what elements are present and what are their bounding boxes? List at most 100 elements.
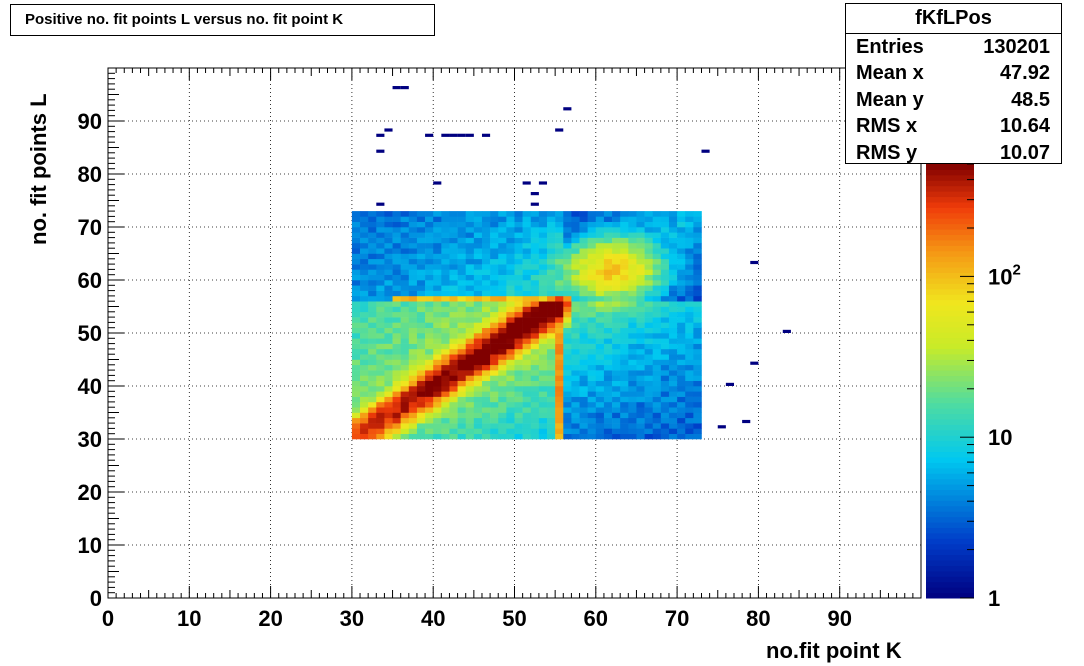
data-cell bbox=[563, 253, 572, 260]
data-cell bbox=[506, 386, 515, 392]
data-cell bbox=[522, 242, 532, 249]
data-cell bbox=[368, 380, 377, 387]
data-cell bbox=[603, 285, 613, 291]
data-cell bbox=[636, 396, 645, 403]
data-cell bbox=[368, 232, 377, 238]
data-cell bbox=[677, 401, 686, 408]
data-cell bbox=[441, 417, 450, 424]
data-cell bbox=[522, 258, 532, 265]
data-cell bbox=[465, 253, 475, 260]
data-cell bbox=[547, 396, 556, 403]
data-cell bbox=[514, 227, 523, 233]
data-cell bbox=[620, 423, 629, 429]
data-cell bbox=[506, 343, 515, 350]
data-cell bbox=[514, 211, 523, 217]
data-cell bbox=[595, 423, 605, 429]
data-cell bbox=[620, 386, 629, 392]
data-cell bbox=[392, 280, 401, 286]
data-cell bbox=[579, 317, 588, 323]
data-cells bbox=[351, 86, 791, 440]
data-cell bbox=[400, 269, 410, 275]
data-cell bbox=[433, 232, 442, 238]
data-cell bbox=[392, 348, 401, 355]
data-cell bbox=[693, 386, 702, 392]
data-cell bbox=[384, 242, 393, 249]
data-cell bbox=[490, 232, 499, 238]
data-cell bbox=[425, 274, 434, 281]
data-cell bbox=[652, 338, 662, 344]
data-cell bbox=[538, 237, 548, 244]
data-cell bbox=[579, 359, 588, 366]
data-cell bbox=[425, 433, 434, 440]
data-cell bbox=[457, 221, 467, 228]
data-cell bbox=[612, 295, 621, 302]
colorbar-cell bbox=[926, 239, 974, 246]
data-cell bbox=[571, 269, 580, 275]
data-cell bbox=[481, 306, 491, 313]
data-cell bbox=[677, 285, 686, 291]
x-tick-label: 50 bbox=[502, 606, 526, 631]
stats-value: 10.64 bbox=[999, 115, 1050, 138]
data-cell bbox=[408, 216, 418, 222]
data-cell bbox=[612, 333, 621, 339]
stats-name: fKfLPos bbox=[846, 4, 1061, 34]
data-cell bbox=[433, 274, 442, 281]
data-cell bbox=[612, 423, 621, 429]
data-cell bbox=[416, 237, 426, 244]
data-cell bbox=[425, 333, 434, 339]
data-cell bbox=[368, 317, 377, 323]
data-cell bbox=[668, 253, 678, 260]
data-cell bbox=[400, 322, 410, 328]
data-cell bbox=[538, 269, 548, 275]
data-cell bbox=[498, 301, 507, 307]
data-cell bbox=[441, 258, 450, 265]
data-cell bbox=[384, 354, 393, 360]
data-cell bbox=[677, 370, 686, 376]
data-cell bbox=[628, 280, 637, 286]
data-cell bbox=[595, 258, 605, 265]
data-cell bbox=[603, 290, 613, 297]
data-cell bbox=[514, 258, 523, 265]
data-cell bbox=[514, 433, 523, 440]
data-cell bbox=[571, 417, 580, 424]
data-cell bbox=[530, 333, 540, 339]
data-cell bbox=[441, 322, 450, 328]
data-cell bbox=[490, 221, 499, 228]
data-cell bbox=[425, 290, 434, 297]
data-cell bbox=[449, 274, 458, 281]
data-cell bbox=[579, 274, 588, 281]
data-cell bbox=[522, 338, 532, 344]
data-cell bbox=[360, 396, 369, 403]
data-cell bbox=[408, 258, 418, 265]
data-cell bbox=[538, 290, 548, 297]
data-cell bbox=[416, 322, 426, 328]
colorbar-cell bbox=[926, 267, 974, 273]
data-cell bbox=[620, 269, 629, 275]
data-cell bbox=[481, 285, 491, 291]
data-cell bbox=[579, 327, 588, 334]
data-cell bbox=[408, 428, 418, 434]
data-cell bbox=[514, 333, 523, 339]
data-cell bbox=[685, 274, 694, 281]
data-cell bbox=[376, 354, 385, 360]
data-cell bbox=[400, 370, 410, 376]
data-cell bbox=[433, 253, 442, 260]
data-cell bbox=[538, 232, 548, 238]
data-cell bbox=[587, 227, 597, 233]
data-cell bbox=[490, 354, 499, 360]
data-cell bbox=[530, 327, 540, 334]
data-cell bbox=[351, 391, 361, 397]
data-cell bbox=[506, 417, 515, 424]
data-cell bbox=[620, 311, 629, 318]
data-cell bbox=[481, 221, 491, 228]
data-cell bbox=[441, 211, 450, 217]
data-cell bbox=[677, 264, 686, 270]
data-cell bbox=[384, 216, 393, 222]
data-cell bbox=[425, 211, 434, 217]
data-cell bbox=[490, 359, 499, 366]
data-cell bbox=[530, 433, 540, 440]
y-tick-label: 0 bbox=[90, 586, 102, 611]
data-cell bbox=[400, 380, 410, 387]
data-cell bbox=[563, 317, 572, 323]
data-cell bbox=[571, 433, 580, 440]
